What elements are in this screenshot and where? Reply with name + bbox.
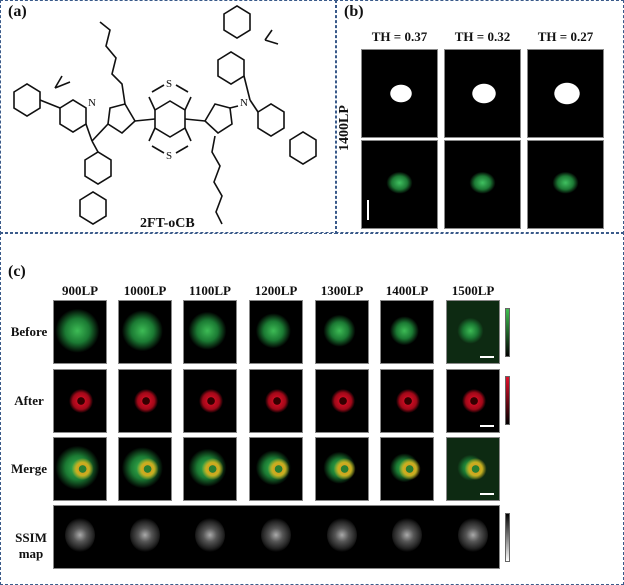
merge-image xyxy=(53,437,107,501)
ssim-map-cell xyxy=(392,518,422,552)
before-image xyxy=(53,300,107,364)
n-atom-left: N xyxy=(88,97,96,109)
column-label: 1000LP xyxy=(123,283,167,298)
ssim-label-line2: map xyxy=(18,546,44,561)
before-image xyxy=(183,300,237,364)
column-label: 1300LP xyxy=(320,283,364,298)
chemical-structure xyxy=(13,5,317,225)
after-image xyxy=(249,369,303,433)
row-label-merge: Merge xyxy=(10,461,48,476)
compound-name: 2FT-oCB xyxy=(140,216,195,231)
row-label-before: Before xyxy=(10,324,48,339)
before-image xyxy=(380,300,434,364)
n-atom-right: N xyxy=(240,97,248,109)
panel-a-label: (a) xyxy=(8,3,27,20)
colorbar-red xyxy=(505,376,510,425)
panel-a xyxy=(0,0,337,234)
before-image xyxy=(249,300,303,364)
ssim-label-line1: SSIM xyxy=(15,530,47,545)
column-label: 1200LP xyxy=(254,283,298,298)
after-image xyxy=(183,369,237,433)
threshold-label: TH = 0.37 xyxy=(371,29,428,44)
scale-bar xyxy=(480,493,494,495)
after-image xyxy=(315,369,369,433)
binary-mask-image xyxy=(527,49,604,138)
before-image xyxy=(446,300,500,364)
after-image xyxy=(446,369,500,433)
panel-b-row-label: 1400LP xyxy=(337,105,352,151)
ssim-map-cell xyxy=(65,518,95,552)
binary-mask-image xyxy=(444,49,521,138)
scale-bar xyxy=(480,425,494,427)
panel-b-label: (b) xyxy=(344,3,364,20)
s-atom-bottom: S xyxy=(166,150,173,162)
column-label: 900LP xyxy=(61,283,99,298)
row-label-ssim: SSIM map xyxy=(10,530,52,562)
threshold-label: TH = 0.27 xyxy=(537,29,594,44)
ssim-map-cell xyxy=(261,518,291,552)
before-image xyxy=(315,300,369,364)
merge-image xyxy=(183,437,237,501)
scale-bar xyxy=(367,200,369,220)
before-image xyxy=(118,300,172,364)
after-image xyxy=(118,369,172,433)
ssim-map-cell xyxy=(458,518,488,552)
after-image xyxy=(380,369,434,433)
threshold-label: TH = 0.32 xyxy=(454,29,511,44)
row-label-after: After xyxy=(14,393,44,408)
colorbar-gray xyxy=(505,513,510,562)
column-label: 1500LP xyxy=(451,283,495,298)
after-image xyxy=(53,369,107,433)
merge-image xyxy=(446,437,500,501)
scale-bar xyxy=(480,356,494,358)
merge-image xyxy=(118,437,172,501)
green-fluorescence-image xyxy=(444,140,521,229)
colorbar-green xyxy=(505,308,510,357)
merge-image xyxy=(380,437,434,501)
column-label: 1400LP xyxy=(385,283,429,298)
merge-image xyxy=(315,437,369,501)
merge-image xyxy=(249,437,303,501)
ssim-map-cell xyxy=(327,518,357,552)
s-atom-top: S xyxy=(166,78,173,90)
binary-mask-image xyxy=(361,49,438,138)
column-label: 1100LP xyxy=(189,283,231,298)
ssim-map-cell xyxy=(195,518,225,552)
ssim-map-cell xyxy=(130,518,160,552)
green-fluorescence-image xyxy=(527,140,604,229)
green-fluorescence-image xyxy=(361,140,438,229)
panel-c-label: (c) xyxy=(8,263,26,280)
